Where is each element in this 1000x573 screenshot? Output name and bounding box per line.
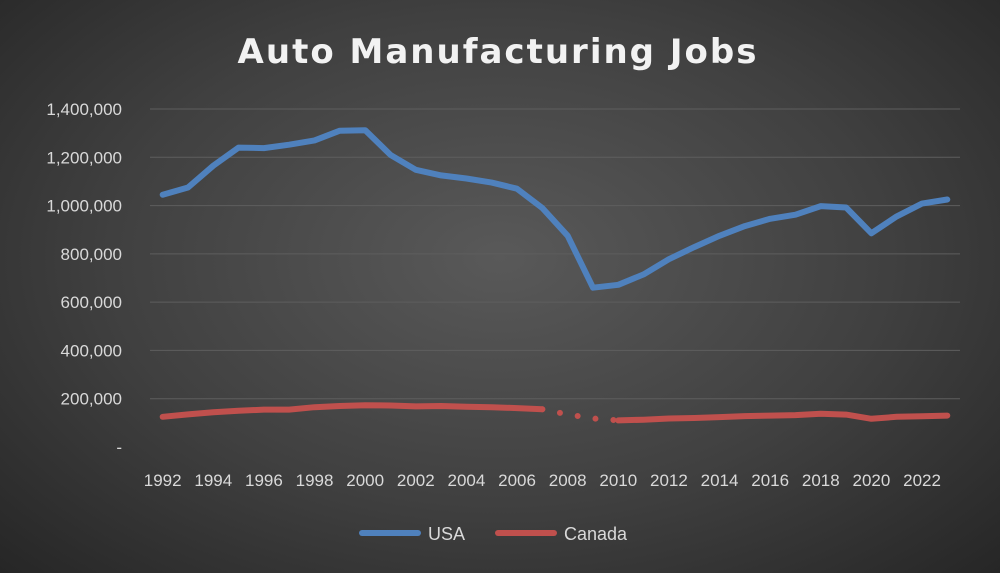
y-tick-label: 1,200,000 xyxy=(46,148,122,167)
chart-title: Auto Manufacturing Jobs xyxy=(238,32,759,72)
x-tick-label: 2012 xyxy=(650,471,688,490)
gridlines xyxy=(150,108,960,400)
x-tick-label: 2002 xyxy=(397,471,435,490)
x-tick-label: 2008 xyxy=(549,471,587,490)
x-tick-label: 2006 xyxy=(498,471,536,490)
series-line-canada xyxy=(615,410,951,424)
y-tick-label: 400,000 xyxy=(61,341,122,360)
y-tick-label: 1,400,000 xyxy=(46,100,122,119)
x-tick-label: 2022 xyxy=(903,471,941,490)
x-tick-label: 2000 xyxy=(346,471,384,490)
series-line-canada xyxy=(539,406,622,424)
series-line-canada xyxy=(159,402,546,420)
x-tick-label: 2010 xyxy=(599,471,637,490)
y-tick-label: 1,000,000 xyxy=(46,197,122,216)
x-axis-ticks: 1992 1994 1996 1998 2000 2002 2004 2006 2008 2010… xyxy=(144,471,941,490)
series-lines xyxy=(159,127,951,424)
x-tick-label: 1994 xyxy=(194,471,232,490)
y-tick-label: 200,000 xyxy=(61,390,122,409)
x-tick-label: 2016 xyxy=(751,471,789,490)
y-axis-ticks: - 200,000 400,000 600,000 800,000 1,000,000 1,… xyxy=(46,100,122,457)
series-line-usa xyxy=(159,127,951,291)
x-tick-label: 2004 xyxy=(447,471,485,490)
x-tick-label: 1992 xyxy=(144,471,182,490)
x-tick-label: 2020 xyxy=(852,471,890,490)
legend-label-canada: Canada xyxy=(564,524,628,544)
y-tick-label: 600,000 xyxy=(61,293,122,312)
x-tick-label: 1998 xyxy=(296,471,334,490)
x-tick-label: 2018 xyxy=(802,471,840,490)
x-tick-label: 2014 xyxy=(701,471,739,490)
legend: USA Canada xyxy=(359,524,628,544)
y-tick-label: - xyxy=(116,438,122,457)
y-tick-label: 800,000 xyxy=(61,245,122,264)
x-tick-label: 1996 xyxy=(245,471,283,490)
legend-label-usa: USA xyxy=(428,524,465,544)
